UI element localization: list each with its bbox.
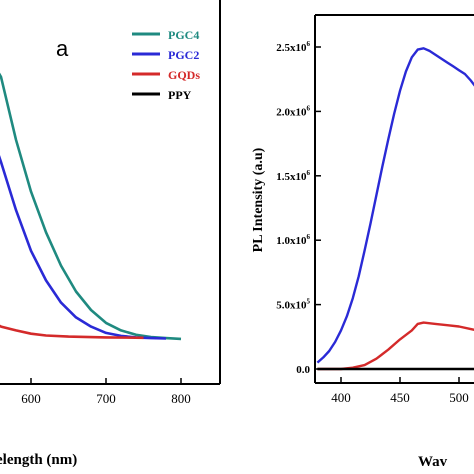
right-y-axis-title: PL Intensity (a.u) — [251, 147, 266, 252]
right-x-tick-label: 500 — [449, 390, 469, 405]
right-y-tick-label: 5.0x105 — [276, 298, 310, 312]
right-x-axis-title: Wav — [418, 454, 448, 470]
right-y-tick-label: 2.0x106 — [276, 104, 310, 118]
legend-label-2: GQDs — [168, 68, 200, 82]
left-series-line-1 — [0, 154, 167, 340]
right-series-line-0 — [316, 47, 474, 364]
right-y-tick-label: 1.5x106 — [276, 169, 310, 183]
left-series-line-2 — [0, 324, 144, 340]
right-x-tick-label: 450 — [390, 390, 410, 405]
left-legend: PGC4 PGC2 GQDs PPY — [132, 28, 200, 102]
right-y-tick-label: 2.5x106 — [276, 40, 310, 54]
left-panel-letter: a — [56, 36, 69, 61]
right-series-group — [316, 47, 474, 371]
left-x-tick-label: 600 — [21, 391, 41, 406]
legend-label-0: PGC4 — [168, 28, 199, 42]
right-series-line-1 — [317, 321, 474, 371]
left-series-line-0 — [0, 72, 182, 341]
left-x-tick-label: 700 — [96, 391, 116, 406]
left-x-axis-title: elength (nm) — [0, 452, 77, 468]
legend-label-1: PGC2 — [168, 48, 199, 62]
right-x-tick-label: 400 — [331, 390, 351, 405]
left-x-tick-label: 800 — [171, 391, 191, 406]
left-x-ticks: 600 700 800 — [21, 378, 191, 406]
right-y-tick-label: 1.0x106 — [276, 233, 310, 247]
left-series-group — [0, 72, 182, 341]
right-y-ticks: 0.0 5.0x105 1.0x106 1.5x106 2.0x106 2.5x106 — [276, 40, 321, 376]
right-x-ticks: 400 450 500 — [331, 377, 469, 405]
left-chart-panel: 600 700 800 a elength (nm) PGC4 PGC2 GQDs PPY — [0, 0, 221, 468]
right-y-tick-label: 0.0 — [296, 364, 310, 376]
legend-label-3: PPY — [168, 88, 192, 102]
right-chart-panel: 400 450 500 0.0 5.0x105 1.0x106 1.5x106 2.0x10… — [251, 14, 474, 470]
